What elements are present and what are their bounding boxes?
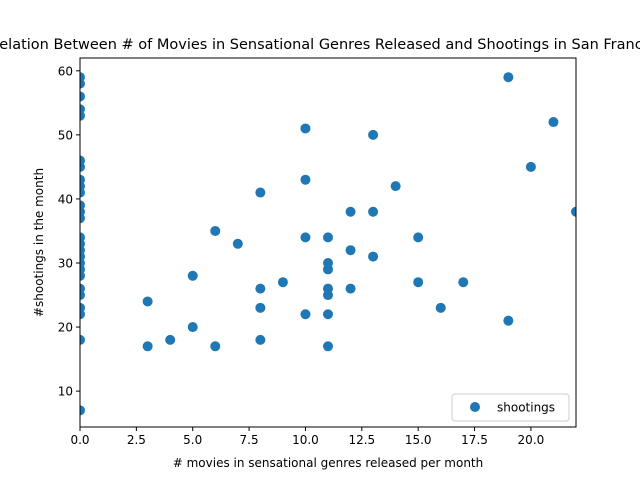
data-point [80,283,85,294]
y-tick-label: 10 [58,385,73,399]
legend-marker [470,402,480,412]
plot-area-frame [79,57,577,428]
data-point [368,206,379,217]
data-point [80,302,85,313]
data-point [255,334,266,345]
data-point [300,174,311,185]
data-point [390,181,401,192]
data-point [435,302,446,313]
x-tick-label: 2.5 [127,433,146,447]
y-tick-label: 50 [58,128,73,142]
data-point [300,232,311,243]
x-axis-ticks: 0.0 2.5 5.0 7.5 10.0 12.5 15.0 17.5 20.0 [70,427,544,447]
data-point [80,155,85,166]
data-point [210,341,221,352]
data-point [525,161,536,172]
x-tick-label: 0.0 [70,433,89,447]
legend-label: shootings [497,401,555,415]
data-point [80,232,85,243]
y-tick-label: 30 [58,257,73,271]
data-point [503,72,514,83]
data-point [255,187,266,198]
x-tick-label: 17.5 [461,433,488,447]
data-point [255,302,266,313]
data-point [80,200,85,211]
data-point [323,309,333,320]
data-point [80,72,85,83]
y-tick-label: 20 [58,321,73,335]
data-point [345,206,356,217]
data-points [80,72,576,416]
legend: shootings [451,393,570,422]
data-point [503,315,514,326]
data-point [80,405,85,416]
data-point [323,258,333,268]
x-axis-label: # movies in sensational genres released … [173,456,483,470]
data-point [300,123,311,134]
data-point [368,251,379,262]
chart-title: Correlation Between # of Movies in Sensa… [0,37,640,53]
data-point [300,309,311,320]
data-point [187,270,198,281]
x-tick-label: 12.5 [348,433,375,447]
y-tick-label: 40 [58,192,73,206]
data-point [80,104,85,115]
y-axis-ticks: 10 20 30 40 50 60 [58,64,80,399]
data-point [345,245,356,256]
data-point [548,117,559,128]
data-point [277,277,288,288]
data-point [187,322,198,333]
x-tick-label: 20.0 [518,433,545,447]
y-axis-label: #shootings in the month [32,168,46,317]
data-point [323,341,333,352]
data-point [80,174,85,185]
x-tick-label: 5.0 [183,433,202,447]
data-point [413,232,424,243]
data-point [323,232,333,243]
x-tick-label: 15.0 [405,433,432,447]
data-point [413,277,424,288]
data-point [142,296,153,307]
data-point [80,91,85,102]
data-point [232,238,243,249]
data-point [80,334,85,345]
data-point [323,283,333,294]
data-point [210,225,221,236]
data-point [165,334,176,345]
x-tick-label: 10.0 [292,433,319,447]
legend-box [451,393,570,422]
data-point [571,206,576,217]
y-tick-label: 60 [58,64,73,78]
data-point [345,283,356,294]
x-tick-label: 7.5 [240,433,259,447]
data-point [458,277,469,288]
data-point [142,341,153,352]
data-point [255,283,266,294]
data-point [368,129,379,140]
